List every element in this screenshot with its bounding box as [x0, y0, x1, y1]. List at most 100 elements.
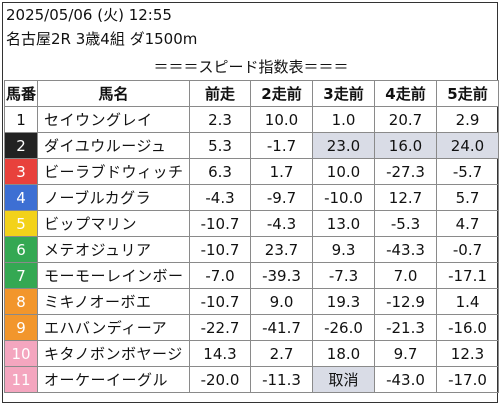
speed-index-cell: -21.3	[374, 314, 437, 341]
speed-index-cell: 7.0	[374, 262, 437, 289]
table-row: 2 ダイユウルージュ 5.3 -1.7 23.0 16.0 24.0	[4, 132, 499, 159]
speed-index-cell: 24.0	[436, 132, 499, 159]
speed-index-cell: -7.0	[189, 262, 251, 289]
horse-number-badge: 7	[4, 262, 38, 289]
speed-index-cell: 5.7	[436, 184, 499, 211]
horse-number-badge: 4	[4, 184, 38, 211]
speed-index-cell: -22.7	[189, 314, 251, 341]
speed-index-cell: -17.0	[436, 366, 499, 393]
speed-index-cell: 20.7	[374, 106, 437, 133]
speed-index-cell: 2.3	[189, 106, 251, 133]
speed-index-cell: 1.7	[250, 158, 313, 185]
speed-index-cell: 16.0	[374, 132, 437, 159]
race-info: 名古屋2R 3歳4組 ダ1500m	[6, 30, 198, 48]
col-header-number: 馬番	[4, 80, 38, 107]
speed-index-cell: 6.3	[189, 158, 251, 185]
speed-index-cell: 12.7	[374, 184, 437, 211]
speed-index-cell: -10.7	[189, 236, 251, 263]
col-header-horse-name: 馬名	[37, 80, 190, 107]
horse-name: モーモーレインボー	[37, 262, 190, 289]
horse-number-badge: 3	[4, 158, 38, 185]
speed-index-cell: -4.3	[189, 184, 251, 211]
speed-index-cell: 12.3	[436, 340, 499, 367]
speed-index-cell: 19.3	[312, 288, 375, 315]
speed-index-cell: -10.0	[312, 184, 375, 211]
speed-index-cell: 9.3	[312, 236, 375, 263]
speed-index-cell: -39.3	[250, 262, 313, 289]
speed-index-cell: 1.0	[312, 106, 375, 133]
table-row: 10 キタノボンボヤージ 14.3 2.7 18.0 9.7 12.3	[4, 340, 499, 367]
speed-index-cell: -17.1	[436, 262, 499, 289]
horse-name: ミキノオーボエ	[37, 288, 190, 315]
speed-index-cell: -7.3	[312, 262, 375, 289]
speed-index-table: 馬番 馬名 前走 2走前 3走前 4走前 5走前 1 セイウングレイ 2.3 10.0…	[4, 80, 499, 393]
table-row: 3 ビーラブドウィッチ 6.3 1.7 10.0 -27.3 -5.7	[4, 158, 499, 185]
race-datetime: 2025/05/06 (火) 12:55	[6, 6, 172, 24]
horse-name: メテオジュリア	[37, 236, 190, 263]
speed-index-cell: 2.7	[250, 340, 313, 367]
speed-index-cell: 10.0	[312, 158, 375, 185]
table-row: 7 モーモーレインボー -7.0 -39.3 -7.3 7.0 -17.1	[4, 262, 499, 289]
horse-number-badge: 8	[4, 288, 38, 315]
table-row: 5 ビップマリン -10.7 -4.3 13.0 -5.3 4.7	[4, 210, 499, 237]
horse-name: セイウングレイ	[37, 106, 190, 133]
speed-index-cell: -11.3	[250, 366, 313, 393]
speed-index-cell: 9.7	[374, 340, 437, 367]
speed-index-cell: -27.3	[374, 158, 437, 185]
header-row: 馬番 馬名 前走 2走前 3走前 4走前 5走前	[4, 80, 499, 107]
speed-index-cell: -12.9	[374, 288, 437, 315]
col-header-2-races-ago: 2走前	[250, 80, 313, 107]
speed-index-cell: 13.0	[312, 210, 375, 237]
horse-name: ビーラブドウィッチ	[37, 158, 190, 185]
speed-index-cell: -1.7	[250, 132, 313, 159]
speed-index-cell: 5.3	[189, 132, 251, 159]
horse-number-badge: 1	[4, 106, 38, 133]
speed-index-cell: -26.0	[312, 314, 375, 341]
speed-index-cell: -10.7	[189, 210, 251, 237]
horse-name: ビップマリン	[37, 210, 190, 237]
horse-number-badge: 10	[4, 340, 38, 367]
horse-number-badge: 2	[4, 132, 38, 159]
table-row: 11 オーケーイーグル -20.0 -11.3 取消 -43.0 -17.0	[4, 366, 499, 393]
speed-index-cell: -5.3	[374, 210, 437, 237]
col-header-4-races-ago: 4走前	[374, 80, 437, 107]
table-row: 4 ノーブルカグラ -4.3 -9.7 -10.0 12.7 5.7	[4, 184, 499, 211]
speed-index-cell: 10.0	[250, 106, 313, 133]
col-header-3-races-ago: 3走前	[312, 80, 375, 107]
col-header-5-races-ago: 5走前	[436, 80, 499, 107]
horse-number-badge: 6	[4, 236, 38, 263]
table-row: 8 ミキノオーボエ -10.7 9.0 19.3 -12.9 1.4	[4, 288, 499, 315]
speed-index-cell: -41.7	[250, 314, 313, 341]
horse-name: ダイユウルージュ	[37, 132, 190, 159]
col-header-last-race: 前走	[189, 80, 251, 107]
horse-number-badge: 5	[4, 210, 38, 237]
speed-index-cell: 14.3	[189, 340, 251, 367]
horse-name: キタノボンボヤージ	[37, 340, 190, 367]
speed-index-cell: 23.7	[250, 236, 313, 263]
speed-index-cell: -10.7	[189, 288, 251, 315]
speed-index-cell: 4.7	[436, 210, 499, 237]
horse-name: ノーブルカグラ	[37, 184, 190, 211]
table-row: 9 エハバンディーア -22.7 -41.7 -26.0 -21.3 -16.0	[4, 314, 499, 341]
horse-name: エハバンディーア	[37, 314, 190, 341]
speed-index-cell: -0.7	[436, 236, 499, 263]
speed-index-cell: 23.0	[312, 132, 375, 159]
horse-name: オーケーイーグル	[37, 366, 190, 393]
speed-index-cell: -9.7	[250, 184, 313, 211]
speed-index-cell: 取消	[312, 366, 375, 393]
horse-number-badge: 9	[4, 314, 38, 341]
horse-number-badge: 11	[4, 366, 38, 393]
table-row: 1 セイウングレイ 2.3 10.0 1.0 20.7 2.9	[4, 106, 499, 133]
table-title: ＝＝＝スピード指数表＝＝＝	[153, 58, 349, 76]
speed-index-cell: 1.4	[436, 288, 499, 315]
speed-index-cell: 2.9	[436, 106, 499, 133]
speed-index-cell: -4.3	[250, 210, 313, 237]
speed-index-cell: 9.0	[250, 288, 313, 315]
speed-index-cell: 18.0	[312, 340, 375, 367]
speed-index-cell: -5.7	[436, 158, 499, 185]
speed-index-cell: -16.0	[436, 314, 499, 341]
table-row: 6 メテオジュリア -10.7 23.7 9.3 -43.3 -0.7	[4, 236, 499, 263]
speed-index-cell: -20.0	[189, 366, 251, 393]
speed-index-cell: -43.3	[374, 236, 437, 263]
speed-index-cell: -43.0	[374, 366, 437, 393]
